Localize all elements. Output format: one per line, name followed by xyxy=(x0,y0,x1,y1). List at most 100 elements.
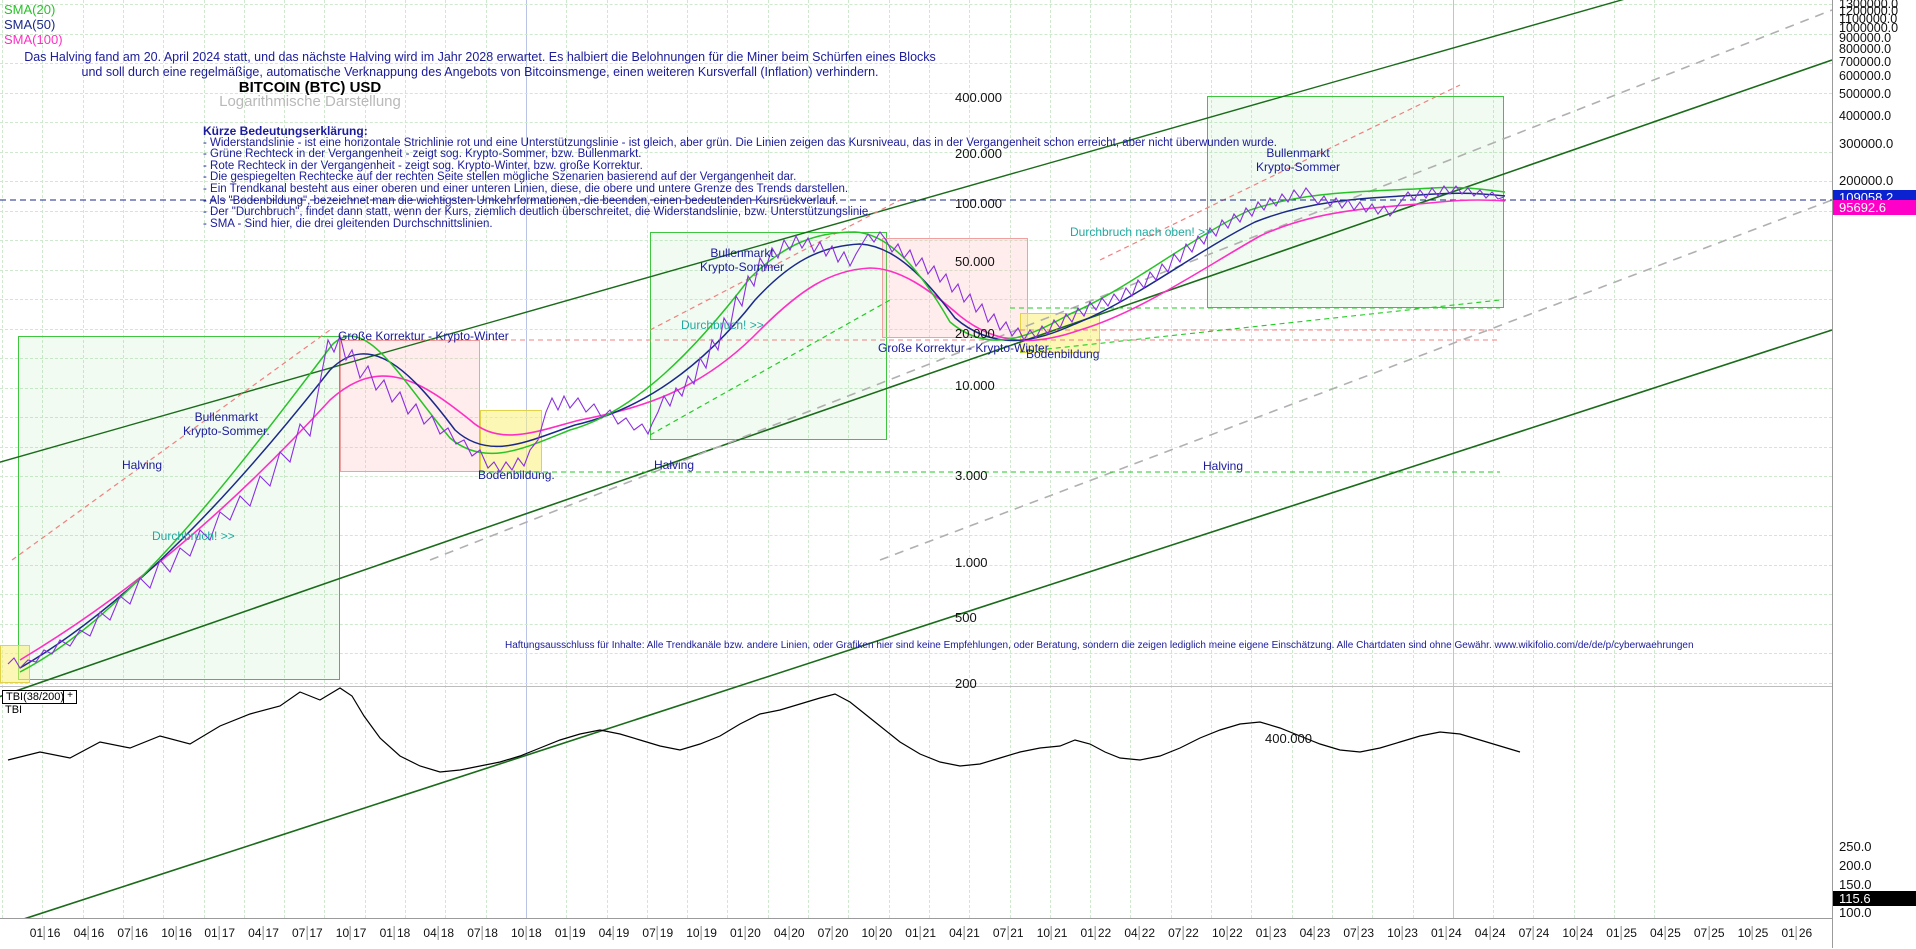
tbi-value-badge[interactable]: 115.6 xyxy=(1833,891,1916,906)
date-axis-year: 16 xyxy=(87,926,105,940)
price-ladder-tick: 200 xyxy=(955,676,977,691)
grid-vline xyxy=(1049,0,1051,918)
date-axis-tick: 07 22 xyxy=(1168,926,1199,940)
date-axis-month: 10 xyxy=(1562,926,1576,940)
sma-100-line xyxy=(19,199,1506,661)
annotation-line: Bullenmarkt xyxy=(1266,146,1330,160)
trend-channel-top xyxy=(0,0,1625,463)
date-axis-month: 07 xyxy=(642,926,656,940)
date-axis-month: 04 xyxy=(73,926,87,940)
grid-vline xyxy=(1372,0,1374,918)
grid-vline xyxy=(566,0,568,918)
date-axis-month: 04 xyxy=(1650,926,1664,940)
date-axis-tick: 04 17 xyxy=(248,926,279,940)
date-axis-month: 10 xyxy=(686,926,700,940)
annotation-halving-1: Halving xyxy=(122,458,162,472)
date-axis[interactable]: 01 16 04 16 07 16 10 16 01 17 04 17 07 17 10 17 01 18 04 18… xyxy=(0,918,1832,949)
annotation-line: Durchbruch nach oben! >> xyxy=(1070,225,1213,239)
grid-hline xyxy=(0,505,1832,507)
grid-vline xyxy=(848,0,850,918)
sma-20-legend[interactable]: SMA(20) xyxy=(4,2,56,17)
annotation-line: Krypto-Sommer xyxy=(1256,160,1341,174)
annotation-line: Bullenmarkt xyxy=(710,246,774,260)
date-axis-tick: 07 21 xyxy=(993,926,1024,940)
price-ladder-tick: 20.000 xyxy=(955,326,995,341)
date-axis-tick: 10 21 xyxy=(1037,926,1068,940)
date-axis-year: 22 xyxy=(1138,926,1156,940)
explanation-line-8: - SMA - Sind hier, die drei gleitenden D… xyxy=(203,217,493,230)
grid-vline xyxy=(42,0,44,918)
date-axis-month: 01 xyxy=(554,926,569,940)
date-axis-month: 10 xyxy=(1737,926,1751,940)
annotation-line: Große Korrektur - Krypto-Winter xyxy=(338,329,509,343)
mid-channel-dashed-2 xyxy=(879,199,1833,561)
date-axis-year: 19 xyxy=(569,926,586,940)
price-axis-tick: 500000.0 xyxy=(1839,87,1892,101)
chart-subtitle: Logarithmische Darstellung xyxy=(219,93,401,110)
expand-icon[interactable]: + xyxy=(63,690,77,704)
date-axis-year: 19 xyxy=(700,926,717,940)
grid-hline xyxy=(0,151,1832,153)
date-axis-tick: 04 21 xyxy=(949,926,980,940)
trend-channel-lower xyxy=(0,329,1833,928)
grid-hline xyxy=(0,33,1832,35)
annotation-line: Halving xyxy=(122,458,163,472)
explanation-line-4: - Die gespiegelten Rechtecke auf der rec… xyxy=(203,171,797,184)
date-axis-tick: 07 23 xyxy=(1343,926,1375,940)
price-axis-tick: 300000.0 xyxy=(1839,136,1894,151)
grid-vline xyxy=(1251,0,1253,918)
grid-hline xyxy=(0,122,1832,123)
grid-vline xyxy=(1090,0,1092,918)
date-axis-month: 10 xyxy=(861,926,875,940)
date-axis-year: 23 xyxy=(1313,926,1331,940)
price-axis-tick: 1300000.0 xyxy=(1839,0,1899,11)
date-axis-month: 07 xyxy=(817,926,832,940)
date-axis-tick: 10 22 xyxy=(1212,926,1243,940)
date-axis-tick: 04 18 xyxy=(423,926,455,940)
date-axis-month: 01 xyxy=(1080,926,1094,940)
date-axis-year: 16 xyxy=(44,926,61,940)
tbi-indicator-label[interactable]: TBI(38/200) xyxy=(2,690,69,704)
date-axis-month: 07 xyxy=(291,926,306,940)
sma-100-legend[interactable]: SMA(100) xyxy=(4,32,63,47)
price-ladder-tick: 1.000 xyxy=(955,555,988,570)
sma-50-legend[interactable]: SMA(50) xyxy=(4,17,56,32)
chart-lines xyxy=(0,0,1833,928)
zone-bull-3 xyxy=(1207,96,1504,308)
grid-vline xyxy=(445,0,447,918)
annotation-line: Halving xyxy=(654,458,695,472)
price-ladder: 400.000 200.000 100.000 50.000 20.000 10.000 3… xyxy=(955,0,1045,918)
zone-bottom-0 xyxy=(0,645,30,683)
grid-vline xyxy=(364,0,366,918)
price-axis[interactable]: 1300000.0 1200000.0 1100000.0 1000000.0 9000… xyxy=(1832,0,1916,948)
grid-vline xyxy=(1452,0,1454,918)
date-axis-year: 22 xyxy=(1226,926,1243,940)
date-axis-tick: 04 23 xyxy=(1300,926,1331,940)
date-axis-month: 01 xyxy=(1781,926,1795,940)
annotation-bodenbildung-2: Bodenbildung xyxy=(1026,347,1099,361)
grid-hline xyxy=(0,92,1832,94)
annotation-bullenmarkt-1: Bullenmarkt Krypto-Sommer. xyxy=(183,410,270,438)
secondary-price-badge[interactable]: 95692.6 xyxy=(1833,200,1916,215)
date-axis-tick: 07 25 xyxy=(1694,926,1725,940)
date-axis-year: 24 xyxy=(1489,926,1506,940)
date-axis-month: 10 xyxy=(1211,926,1226,940)
date-axis-tick: 01 16 xyxy=(30,926,61,940)
tbi-line xyxy=(7,687,1521,773)
resistance-proj-3 xyxy=(1099,84,1461,261)
tbi-sub-label: TBI xyxy=(5,704,23,716)
annotation-line: Durchbruch! >> xyxy=(152,529,235,543)
date-axis-month: 01 xyxy=(905,926,919,940)
explanation-line-7: - Der "Durchbruch", findet dann statt, w… xyxy=(203,206,872,219)
price-line xyxy=(7,185,1505,669)
date-axis-month: 10 xyxy=(511,926,525,940)
date-axis-tick: 10 25 xyxy=(1738,926,1769,940)
price-axis-tick: 150.0 xyxy=(1839,877,1872,892)
date-axis-month: 04 xyxy=(949,926,963,940)
date-axis-year: 25 xyxy=(1664,926,1681,940)
grid-hline xyxy=(0,446,1832,448)
annotation-bullenmarkt-3: Bullenmarkt Krypto-Sommer xyxy=(1256,146,1340,174)
date-axis-month: 10 xyxy=(1387,926,1401,940)
price-axis-tick: 200000.0 xyxy=(1839,173,1894,188)
grid-vline xyxy=(646,0,648,918)
